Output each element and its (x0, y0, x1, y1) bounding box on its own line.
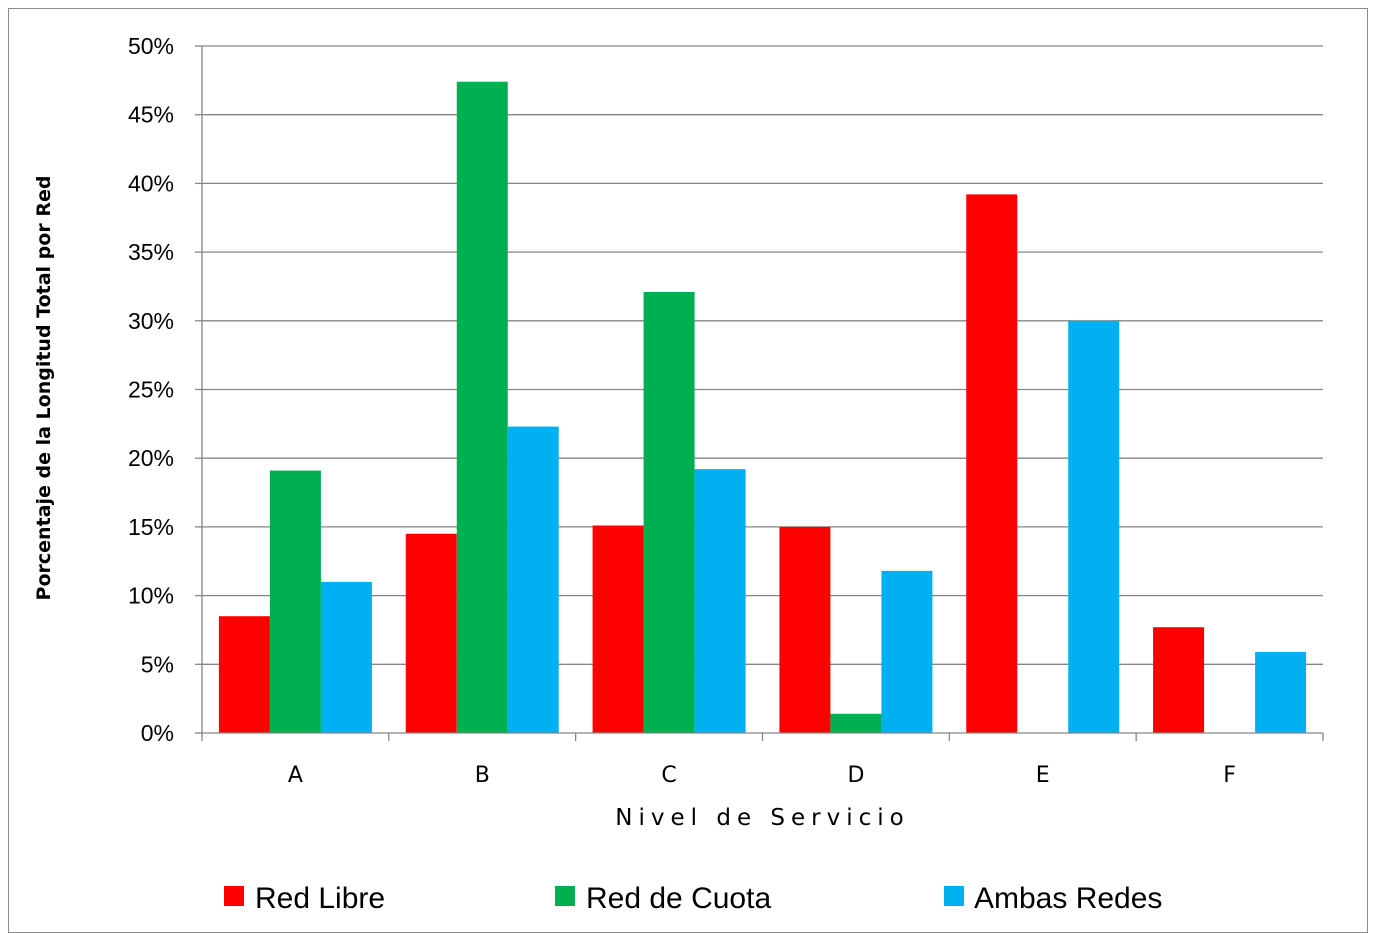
y-tick-label: 40% (128, 170, 174, 196)
bar-ambas-redes-e (1068, 320, 1120, 733)
y-tick-label: 20% (128, 445, 174, 471)
x-tick-label: C (661, 763, 676, 788)
y-tick-label: 0% (141, 720, 174, 746)
y-tick-label: 35% (128, 239, 174, 265)
x-axis-title: Nivel de Servicio (615, 805, 909, 831)
gridlines (202, 45, 1323, 665)
x-tick-label: E (1036, 763, 1050, 788)
y-tick-label: 50% (128, 33, 174, 59)
bar-red-libre-f (1153, 627, 1205, 733)
bar-red-libre-a (218, 616, 270, 733)
axes (195, 45, 1324, 741)
y-tick-label: 45% (128, 102, 174, 128)
bar-red-libre-d (779, 526, 831, 733)
bar-red-de-cuota-c (643, 291, 695, 733)
legend: Red Libre Red de Cuota Ambas Redes (224, 882, 1162, 915)
y-tick-label: 25% (128, 377, 174, 403)
bar-red-libre-c (592, 525, 644, 733)
legend-swatch (944, 886, 964, 906)
x-tick-label: A (288, 763, 303, 788)
y-tick-label: 10% (128, 583, 174, 609)
legend-label: Red Libre (255, 882, 385, 915)
y-tick-label: 30% (128, 308, 174, 334)
bar-ambas-redes-f (1255, 651, 1307, 733)
bar-ambas-redes-c (694, 469, 746, 733)
y-tick-label: 5% (141, 651, 174, 677)
x-tick-label: F (1223, 763, 1236, 788)
bar-ambas-redes-a (320, 581, 372, 733)
bars (218, 81, 1307, 734)
legend-swatch (555, 886, 575, 906)
x-tick-label: B (475, 763, 490, 788)
y-tick-label: 15% (128, 514, 174, 540)
bar-ambas-redes-b (507, 426, 559, 733)
bar-ambas-redes-d (881, 570, 933, 733)
legend-label: Ambas Redes (974, 882, 1162, 915)
y-axis-title: Porcentaje de la Longitud Total por Red (33, 176, 55, 601)
bar-red-de-cuota-a (269, 470, 321, 733)
bar-red-de-cuota-b (456, 81, 508, 733)
legend-label: Red de Cuota (586, 882, 771, 915)
bar-red-de-cuota-d (830, 713, 882, 733)
bar-red-libre-e (966, 194, 1018, 734)
bar-red-libre-b (405, 533, 457, 733)
legend-swatch (224, 886, 244, 906)
tick-labels: 0% 5% 10% 15% 20% 25% 30% 35% 40% 45% 50% A B C D E F (128, 33, 1236, 788)
x-tick-label: D (847, 763, 864, 788)
